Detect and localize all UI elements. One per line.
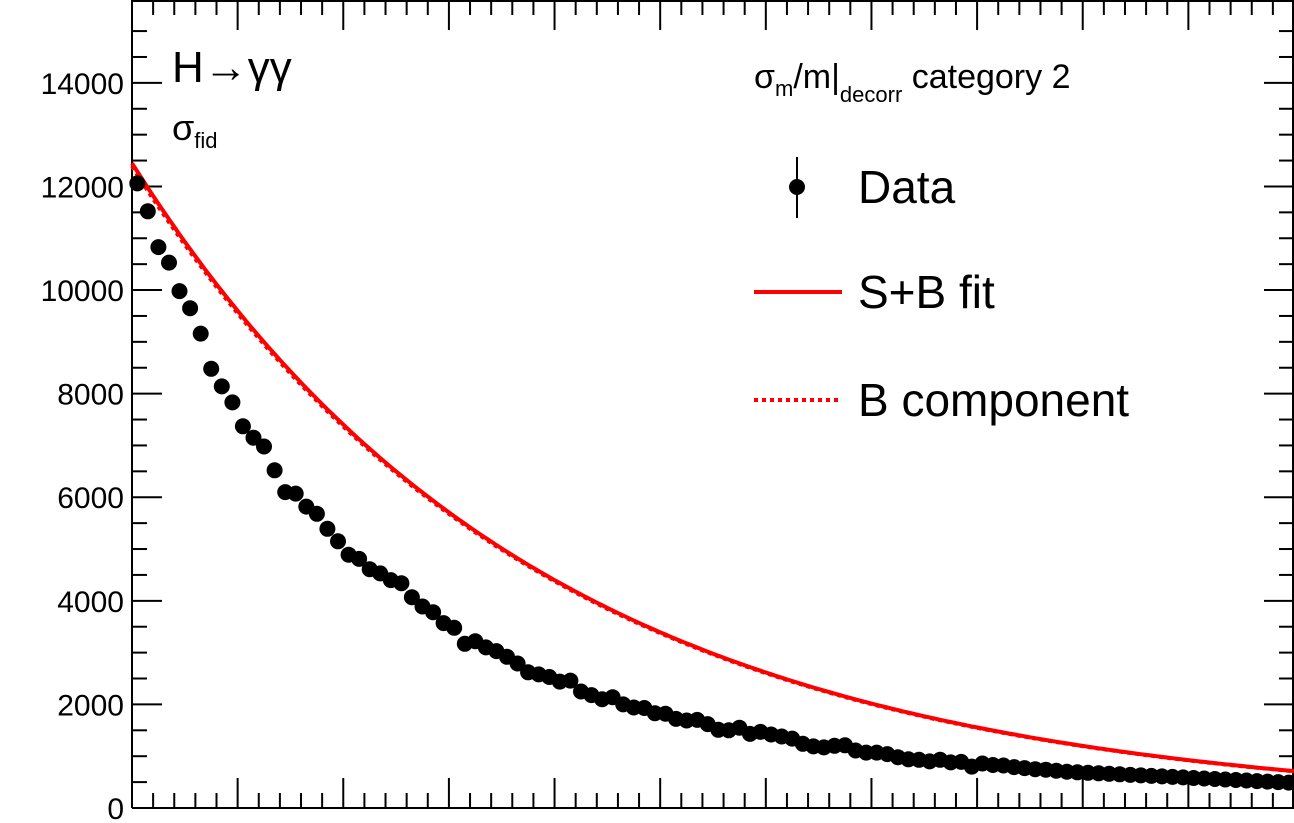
observable-label: σfid bbox=[172, 107, 217, 153]
legend-entry-b-component: B component bbox=[754, 374, 1129, 426]
data-point bbox=[192, 325, 209, 342]
sb-fit-curve bbox=[130, 162, 1294, 774]
legend-b-label: B component bbox=[858, 374, 1129, 426]
category-rest: category 2 bbox=[902, 58, 1070, 96]
data-point bbox=[308, 505, 325, 522]
y-tick-label: 14000 bbox=[41, 68, 124, 101]
category-label: σm/m|decorr category 2 bbox=[754, 58, 1071, 107]
y-tick-label: 12000 bbox=[41, 171, 124, 204]
fit-curves bbox=[130, 162, 1294, 774]
y-tick-label: 6000 bbox=[57, 482, 124, 515]
data-point bbox=[425, 604, 442, 621]
data-point bbox=[171, 283, 188, 300]
data-point bbox=[203, 360, 220, 377]
data-point bbox=[256, 438, 272, 455]
category-sub-m: m bbox=[775, 76, 793, 101]
category-sub-decorr: decorr bbox=[840, 82, 902, 107]
y-tick-label: 2000 bbox=[57, 689, 124, 722]
data-point bbox=[1280, 774, 1294, 791]
y-tick-label: 4000 bbox=[57, 586, 124, 619]
y-tick-label: 0 bbox=[107, 793, 124, 823]
data-point bbox=[351, 550, 368, 567]
data-point bbox=[234, 418, 251, 435]
data-point bbox=[446, 619, 463, 636]
category-sigma: σ bbox=[754, 58, 775, 96]
process-label: H→γγ bbox=[172, 43, 292, 92]
legend-sb-label: S+B fit bbox=[858, 266, 995, 318]
data-point bbox=[245, 429, 262, 446]
data-point bbox=[393, 575, 410, 592]
data-point bbox=[182, 300, 199, 317]
observable-symbol: σ bbox=[172, 107, 194, 148]
data-point bbox=[224, 394, 241, 411]
legend-data-marker bbox=[789, 179, 805, 195]
data-point bbox=[129, 175, 146, 192]
y-tick-label: 8000 bbox=[57, 379, 124, 412]
data-point bbox=[139, 203, 156, 220]
data-point bbox=[150, 239, 167, 256]
y-tick-label: 10000 bbox=[41, 275, 124, 308]
y-axis: 0 2000 4000 6000 8000 10000 12000 14000 bbox=[41, 30, 1294, 823]
data-point bbox=[403, 589, 420, 606]
data-point bbox=[319, 520, 336, 537]
category-mid: /m| bbox=[793, 58, 840, 96]
legend-data-label: Data bbox=[858, 161, 956, 213]
data-point bbox=[161, 254, 177, 271]
x-axis bbox=[131, 0, 1294, 808]
b-component-curve bbox=[130, 165, 1294, 774]
data-point bbox=[287, 485, 304, 502]
data-point bbox=[213, 378, 230, 395]
observable-subscript: fid bbox=[194, 128, 217, 153]
data-point bbox=[509, 655, 526, 672]
data-point bbox=[266, 462, 283, 479]
data-point bbox=[562, 672, 579, 689]
legend: Data S+B fit B component bbox=[754, 157, 1129, 426]
legend-entry-data: Data bbox=[789, 157, 956, 218]
legend-entry-sb-fit: S+B fit bbox=[754, 266, 995, 318]
data-point bbox=[330, 533, 346, 550]
data-points bbox=[129, 175, 1294, 791]
